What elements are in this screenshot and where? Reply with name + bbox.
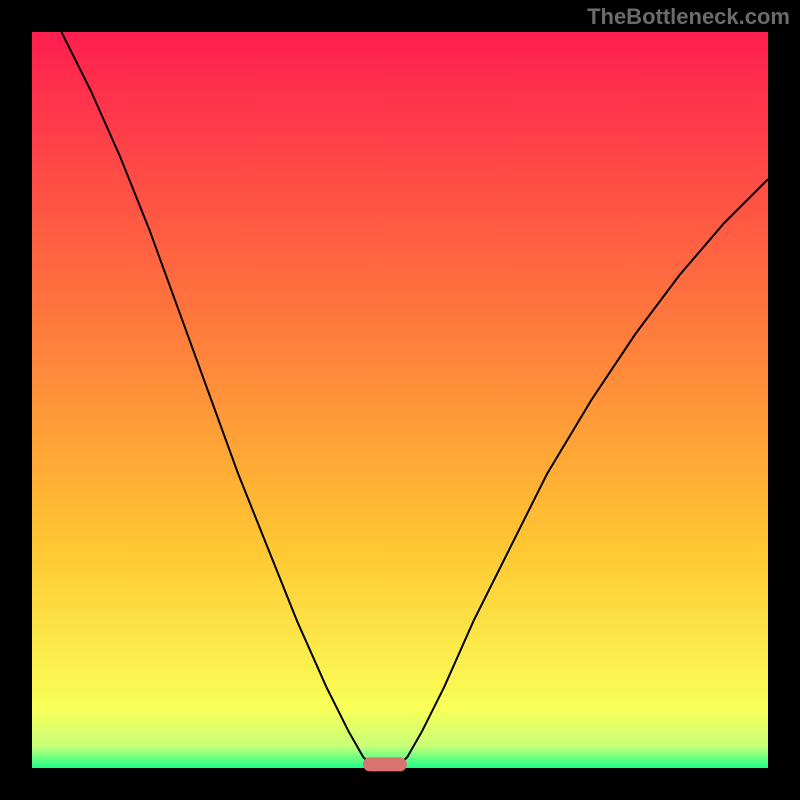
minimum-marker: [363, 758, 407, 771]
plot-area: [32, 32, 768, 768]
chart-canvas: TheBottleneck.com: [0, 0, 800, 800]
watermark-text: TheBottleneck.com: [587, 4, 790, 30]
bottleneck-curve: [32, 32, 768, 768]
curve-right: [400, 179, 768, 764]
curve-left: [61, 32, 370, 764]
